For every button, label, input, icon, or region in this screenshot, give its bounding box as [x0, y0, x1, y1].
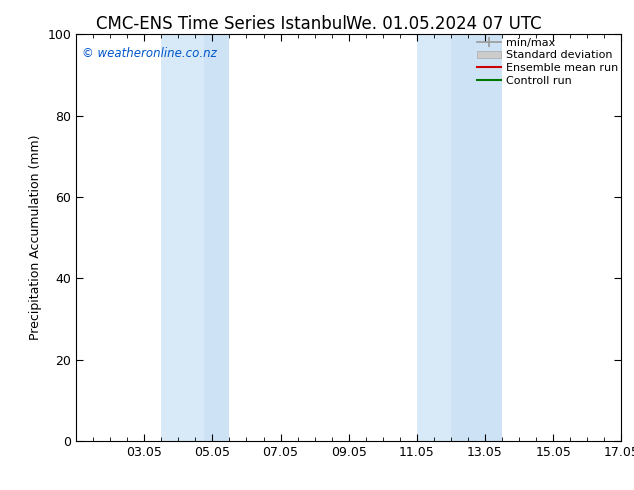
Bar	[417, 34, 451, 441]
Bar	[161, 34, 204, 441]
Text: CMC-ENS Time Series Istanbul: CMC-ENS Time Series Istanbul	[96, 15, 347, 33]
Text: © weatheronline.co.nz: © weatheronline.co.nz	[82, 47, 216, 59]
Text: We. 01.05.2024 07 UTC: We. 01.05.2024 07 UTC	[346, 15, 541, 33]
Bar	[451, 34, 502, 441]
Bar	[204, 34, 230, 441]
Y-axis label: Precipitation Accumulation (mm): Precipitation Accumulation (mm)	[29, 135, 42, 341]
Legend: min/max, Standard deviation, Ensemble mean run, Controll run: min/max, Standard deviation, Ensemble me…	[475, 35, 620, 88]
